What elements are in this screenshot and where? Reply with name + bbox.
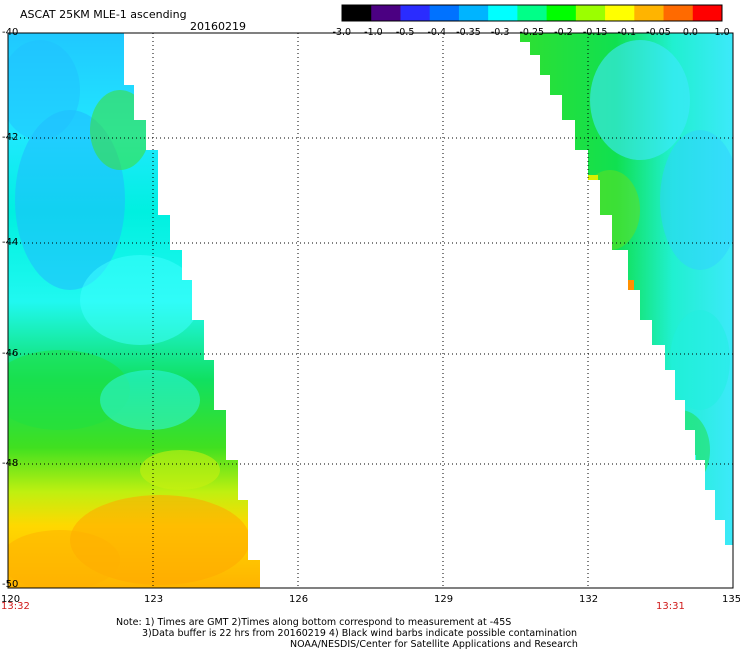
colorbar-label: 1.0: [714, 27, 730, 38]
colorbar-label: 0.0: [682, 27, 698, 38]
map-date: 20160219: [190, 20, 246, 33]
plot-frame: [7, 32, 734, 589]
left-swath: [8, 33, 260, 588]
colorbar-swatch: [692, 5, 723, 21]
colorbar-swatch: [429, 5, 460, 21]
graticule: [8, 33, 733, 588]
colorbar-label: -0.15: [582, 27, 608, 38]
map-title: ASCAT 25KM MLE-1 ascending: [20, 8, 187, 21]
y-label-42: -42: [2, 132, 19, 143]
colorbar-swatch: [605, 5, 635, 21]
right-swath: [520, 33, 733, 545]
colorbar-swatch: [400, 5, 431, 21]
colorbar-swatch: [517, 5, 548, 21]
colorbar-swatch: [546, 5, 577, 21]
x-label-129: 129: [434, 594, 454, 605]
colorbar: [341, 4, 723, 22]
y-label-44: -44: [2, 237, 19, 248]
x-label-120: 120: [1, 594, 21, 605]
y-label-46: -46: [2, 348, 19, 359]
swath-time-left: 13:32: [1, 601, 30, 612]
colorbar-label: -0.25: [519, 27, 545, 38]
note-line-3: NOAA/NESDIS/Center for Satellite Applica…: [290, 639, 578, 650]
x-label-135: 135: [722, 594, 740, 605]
colorbar-swatch: [663, 5, 694, 21]
y-label-48: -48: [2, 458, 19, 469]
colorbar-label: -0.35: [456, 27, 481, 38]
x-label-126: 126: [289, 594, 309, 605]
note-line-2: 3)Data buffer is 22 hrs from 20160219 4)…: [142, 628, 578, 639]
colorbar-label: -3.0: [332, 27, 352, 38]
colorbar-label: -0.3: [490, 27, 510, 38]
colorbar-label: -0.4: [427, 27, 447, 38]
swath-time-right: 13:31: [656, 601, 685, 612]
colorbar-label: -0.05: [646, 27, 671, 38]
note-line-1: Note: 1) Times are GMT 2)Times along bot…: [116, 617, 512, 628]
x-label-132: 132: [579, 594, 599, 605]
colorbar-swatch: [488, 5, 518, 21]
colorbar-swatch: [458, 5, 489, 21]
x-label-123: 123: [144, 594, 164, 605]
colorbar-swatch: [371, 5, 401, 21]
colorbar-swatch: [575, 5, 606, 21]
y-label-50: -50: [2, 579, 19, 590]
colorbar-label: -0.2: [554, 27, 573, 38]
colorbar-label: -1.0: [364, 27, 383, 38]
y-label-40: -40: [2, 27, 19, 38]
colorbar-label: -0.1: [617, 27, 637, 38]
colorbar-label: -0.5: [395, 27, 415, 38]
colorbar-swatch: [342, 5, 372, 21]
colorbar-frame: [341, 4, 723, 22]
colorbar-swatch: [634, 5, 665, 21]
